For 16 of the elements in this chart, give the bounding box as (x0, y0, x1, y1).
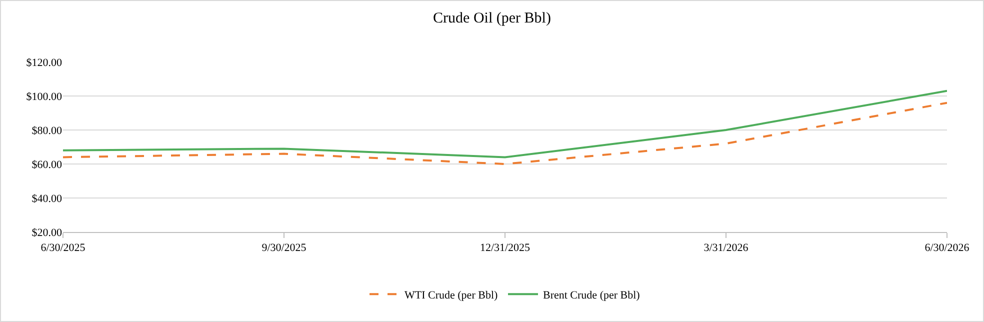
y-tick-label: $100.00 (26, 90, 62, 103)
x-tick-label: 3/31/2026 (704, 242, 749, 254)
y-tick-label: $20.00 (32, 226, 62, 239)
y-tick-label: $40.00 (32, 192, 62, 205)
x-tick-label: 6/30/2026 (924, 242, 970, 254)
legend-label: Brent Crude (per Bbl) (543, 289, 640, 302)
x-tick-label: 6/30/2025 (40, 242, 86, 254)
chart-title: Crude Oil (per Bbl) (433, 10, 551, 26)
y-tick-label: $60.00 (32, 158, 62, 171)
line-series (63, 102, 947, 165)
x-tick-label: 12/31/2025 (480, 242, 531, 254)
y-tick-label: $80.00 (32, 124, 62, 137)
x-tick-label: 9/30/2025 (262, 242, 307, 254)
line-series (63, 90, 947, 158)
legend-label: WTI Crude (per Bbl) (404, 289, 498, 302)
y-tick-label: $120.00 (26, 56, 62, 69)
